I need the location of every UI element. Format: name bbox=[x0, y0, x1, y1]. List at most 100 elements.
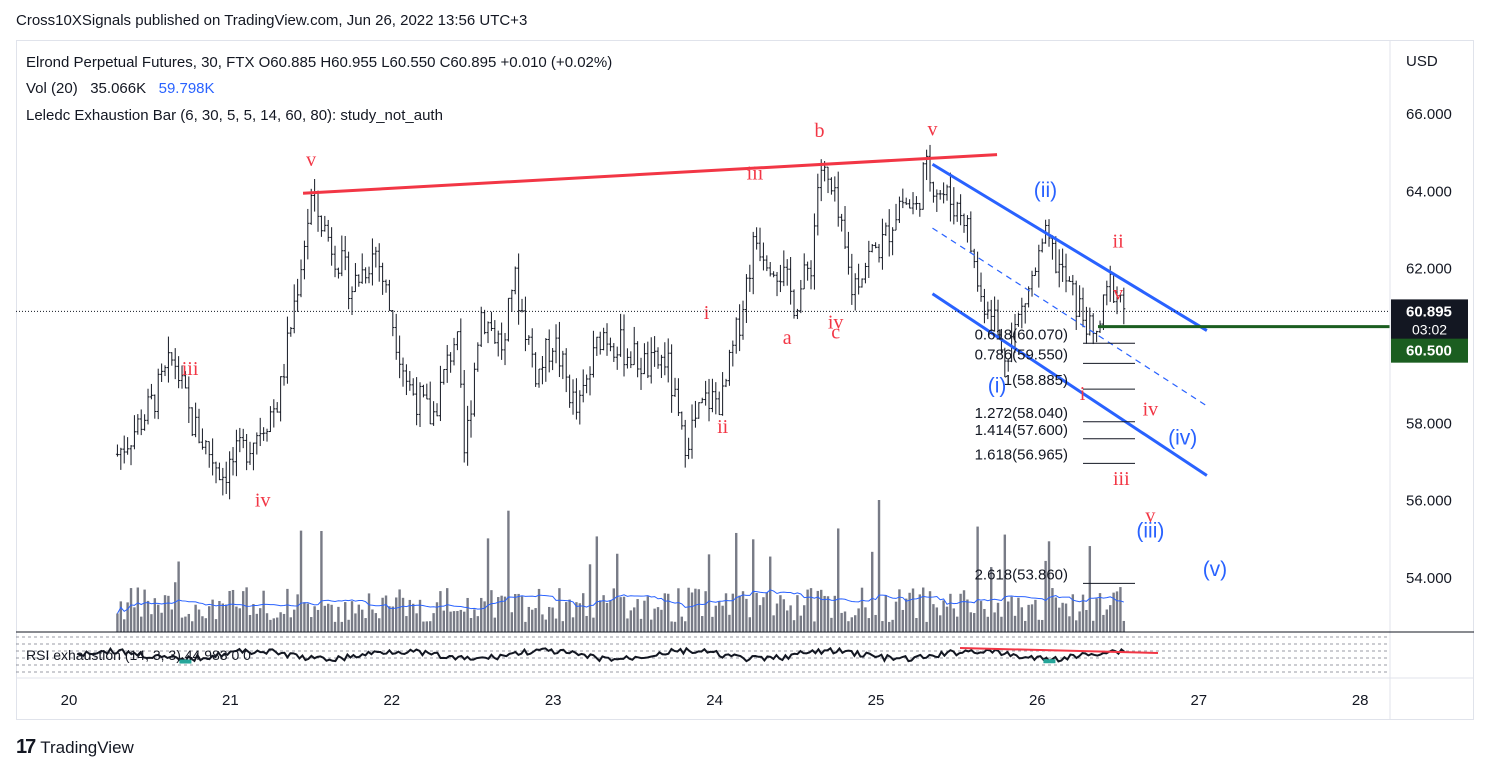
wave-label-minor: ii bbox=[717, 416, 729, 438]
candle bbox=[775, 271, 779, 297]
volume-bar bbox=[612, 588, 616, 632]
target-badge bbox=[1391, 338, 1468, 363]
candle bbox=[333, 245, 337, 278]
candle bbox=[809, 260, 813, 290]
candle bbox=[404, 364, 408, 396]
candle bbox=[537, 368, 541, 388]
volume-bar bbox=[755, 592, 758, 632]
candle bbox=[435, 403, 439, 417]
candle bbox=[1078, 285, 1082, 318]
candle bbox=[503, 332, 507, 366]
candle bbox=[1071, 274, 1075, 296]
candle bbox=[676, 378, 680, 416]
chart-frame[interactable] bbox=[16, 40, 1474, 720]
candle bbox=[1013, 313, 1017, 353]
candle bbox=[918, 202, 922, 217]
wave-label-major: (v) bbox=[1203, 558, 1228, 581]
volume-bar bbox=[707, 554, 711, 632]
volume-bar bbox=[799, 615, 803, 632]
volume-bar bbox=[133, 607, 136, 632]
volume-bar bbox=[830, 617, 833, 632]
candle bbox=[183, 371, 187, 389]
volume-bar bbox=[752, 539, 755, 632]
footer: 17 TradingView bbox=[16, 736, 134, 759]
candle bbox=[411, 378, 415, 396]
volume-bar bbox=[160, 612, 163, 632]
volume-bar bbox=[534, 608, 537, 632]
volume-bar bbox=[418, 599, 422, 632]
volume-bar bbox=[486, 538, 490, 632]
rsi-line bbox=[77, 646, 1126, 664]
volume-bar bbox=[320, 530, 323, 632]
volume-bar bbox=[786, 610, 789, 632]
volume-bar bbox=[602, 595, 605, 632]
candle bbox=[241, 428, 245, 449]
candle bbox=[170, 352, 174, 366]
candle bbox=[476, 342, 480, 372]
volume-bar bbox=[1020, 607, 1024, 632]
volume-bar bbox=[1105, 609, 1109, 632]
candle bbox=[863, 262, 867, 284]
candle bbox=[387, 279, 391, 312]
candle bbox=[993, 296, 997, 332]
candle bbox=[136, 414, 140, 435]
rsi-oversold-mark bbox=[1043, 659, 1056, 664]
volume-bar bbox=[942, 600, 945, 632]
candle bbox=[666, 338, 670, 383]
candle bbox=[714, 382, 718, 415]
candle bbox=[1105, 280, 1109, 306]
candle bbox=[367, 266, 371, 284]
candle bbox=[1040, 238, 1044, 253]
candle bbox=[561, 350, 565, 380]
volume-legend[interactable]: Vol (20) 35.066K 59.798K bbox=[26, 80, 215, 97]
candle bbox=[292, 284, 296, 334]
price-axis-layer: USD 66.000 64.000 62.000 56.000 54.000 58.000 6… bbox=[16, 40, 1474, 720]
volume-bar bbox=[514, 594, 517, 632]
candle bbox=[122, 435, 126, 464]
volume-bar bbox=[803, 605, 806, 632]
volume-bar bbox=[578, 603, 582, 632]
candle bbox=[717, 391, 721, 416]
candle bbox=[663, 342, 667, 376]
candle bbox=[415, 377, 419, 426]
symbol-legend[interactable]: Elrond Perpetual Futures, 30, FTX O60.88… bbox=[26, 54, 613, 71]
volume-bar bbox=[667, 593, 670, 632]
volume-bar bbox=[401, 597, 405, 632]
time-tick-label: 27 bbox=[1190, 692, 1207, 709]
candle bbox=[1030, 270, 1034, 297]
volume-bar bbox=[983, 608, 986, 632]
candle bbox=[755, 227, 759, 250]
volume-bar bbox=[524, 621, 527, 632]
candle bbox=[829, 177, 833, 195]
volume-bar bbox=[769, 556, 772, 632]
volume-bar bbox=[677, 588, 680, 632]
wave-label-minor: a bbox=[783, 327, 792, 349]
candle bbox=[343, 235, 347, 271]
volume-bar bbox=[653, 608, 656, 632]
candle bbox=[704, 380, 708, 406]
footer-brand: TradingView bbox=[40, 737, 134, 757]
rsi-legend[interactable]: RSI exhaustion (14, 3, 3) 44.983 0 0 bbox=[26, 647, 251, 663]
candle bbox=[962, 213, 966, 233]
candle bbox=[323, 215, 327, 232]
volume-bar bbox=[772, 615, 775, 632]
candle bbox=[891, 227, 895, 256]
candle bbox=[602, 327, 606, 351]
price-tick-label: 58.000 bbox=[1406, 415, 1452, 432]
candle bbox=[636, 341, 640, 378]
candle bbox=[897, 196, 901, 224]
volume-bar bbox=[840, 612, 843, 632]
candle bbox=[846, 231, 850, 275]
indicator-legend[interactable]: Leledc Exhaustion Bar (6, 30, 5, 5, 14, … bbox=[26, 107, 443, 124]
candle bbox=[568, 374, 572, 408]
candle bbox=[228, 451, 232, 500]
wave-label-major: (iii) bbox=[1136, 519, 1164, 542]
volume-bar bbox=[364, 618, 367, 632]
candle bbox=[551, 347, 555, 371]
candle bbox=[1006, 358, 1010, 372]
candle bbox=[693, 400, 697, 428]
volume-bar bbox=[925, 621, 928, 632]
candle bbox=[843, 206, 847, 249]
